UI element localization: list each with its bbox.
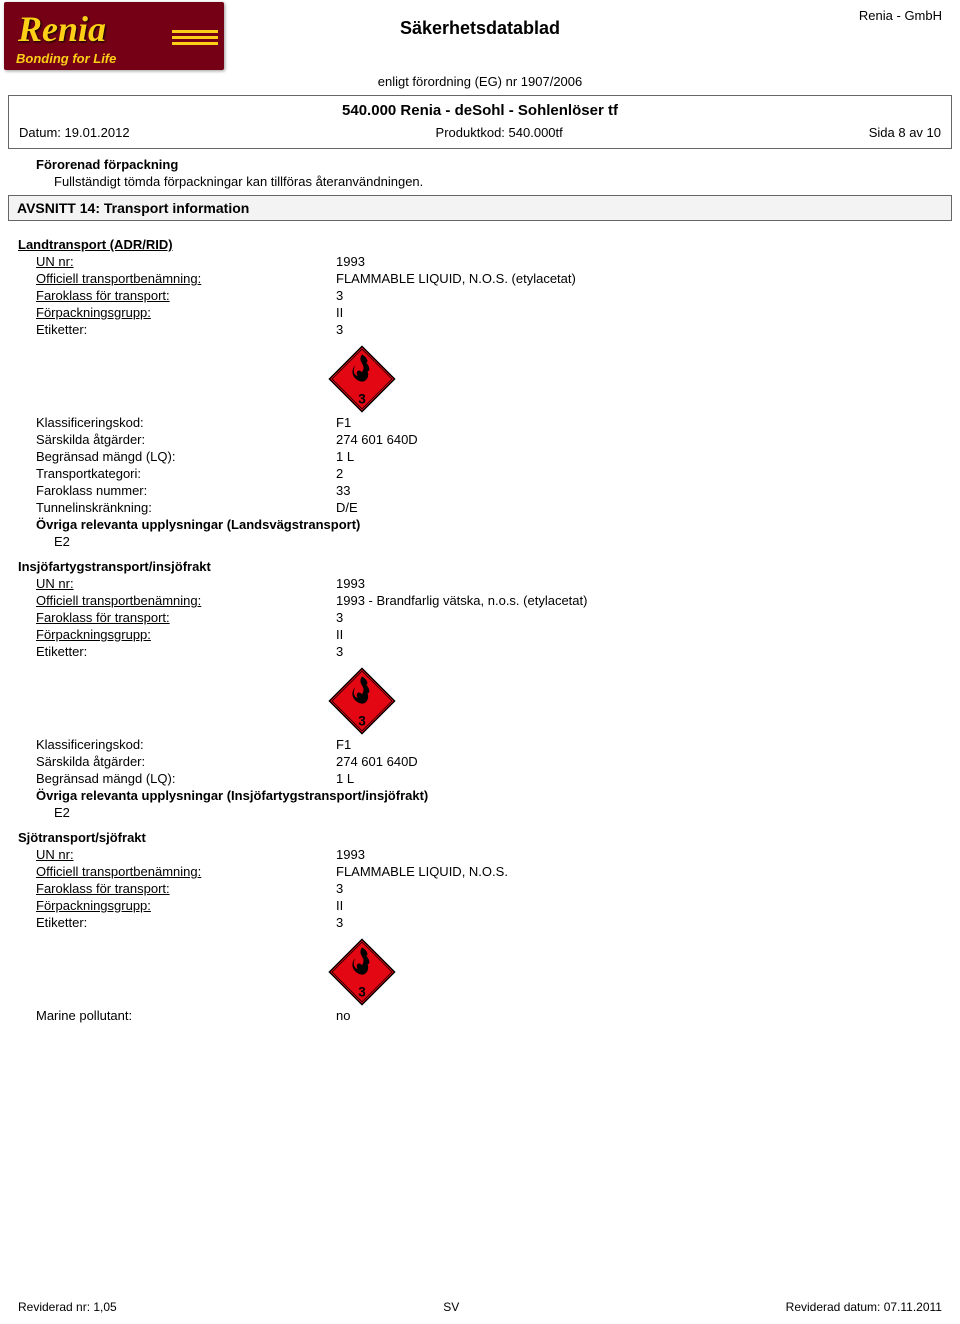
date-label: Datum: 19.01.2012 (19, 125, 130, 140)
sjo-pack-value: II (336, 898, 343, 913)
land-class-value: 3 (336, 288, 343, 303)
contaminated-packaging-heading: Förorenad förpackning (36, 157, 942, 172)
land-etikett-value: 3 (336, 322, 343, 337)
insjo-heading: Insjöfartygstransport/insjöfrakt (18, 559, 942, 574)
product-code-label: Produktkod: 540.000tf (436, 125, 563, 140)
land-heading: Landtransport (ADR/RID) (18, 237, 942, 252)
footer-revision-nr: Reviderad nr: 1,05 (18, 1300, 117, 1314)
land-num-label: Faroklass nummer: (36, 483, 336, 498)
insjo-special-value: 274 601 640D (336, 754, 418, 769)
insjo-un-label: UN nr: (36, 576, 336, 591)
sjo-etikett-label: Etiketter: (36, 915, 336, 930)
hazard-diamond-sjo: 3 (328, 938, 942, 1006)
land-un-value: 1993 (336, 254, 365, 269)
brand-logo: Renia Bonding for Life (4, 2, 224, 70)
flammable-icon: 3 (328, 345, 396, 413)
insjo-special-label: Särskilda åtgärder: (36, 754, 336, 769)
insjo-lq-label: Begränsad mängd (LQ): (36, 771, 336, 786)
sjo-pack-label: Förpackningsgrupp: (36, 898, 336, 913)
insjo-etikett-value: 3 (336, 644, 343, 659)
insjo-class-value: 3 (336, 610, 343, 625)
land-kcode-value: F1 (336, 415, 351, 430)
svg-text:3: 3 (358, 391, 366, 406)
land-etikett-label: Etiketter: (36, 322, 336, 337)
sjo-un-label: UN nr: (36, 847, 336, 862)
hazard-diamond-insjo: 3 (328, 667, 942, 735)
sjo-etikett-value: 3 (336, 915, 343, 930)
svg-text:3: 3 (358, 984, 366, 999)
sjo-marine-value: no (336, 1008, 350, 1023)
footer-language: SV (443, 1300, 459, 1314)
svg-text:3: 3 (358, 713, 366, 728)
hazard-diamond-land: 3 (328, 345, 942, 413)
flammable-icon: 3 (328, 938, 396, 1006)
land-extra-value: E2 (54, 534, 942, 549)
land-pack-value: II (336, 305, 343, 320)
header: Renia Bonding for Life Säkerhetsdatablad… (0, 0, 960, 72)
insjo-lq-value: 1 L (336, 771, 354, 786)
land-lq-label: Begränsad mängd (LQ): (36, 449, 336, 464)
land-class-label: Faroklass för transport: (36, 288, 336, 303)
insjo-etikett-label: Etiketter: (36, 644, 336, 659)
insjo-name-value: 1993 - Brandfarlig vätska, n.o.s. (etyla… (336, 593, 587, 608)
land-special-value: 274 601 640D (336, 432, 418, 447)
insjo-extra-value: E2 (54, 805, 942, 820)
land-kcode-label: Klassificeringskod: (36, 415, 336, 430)
insjo-pack-value: II (336, 627, 343, 642)
land-cat-value: 2 (336, 466, 343, 481)
insjo-un-value: 1993 (336, 576, 365, 591)
land-tunnel-label: Tunnelinskränkning: (36, 500, 336, 515)
sjo-class-label: Faroklass för transport: (36, 881, 336, 896)
page-label: Sida 8 av 10 (869, 125, 941, 140)
logo-brand-text: Renia (18, 8, 106, 50)
land-name-value: FLAMMABLE LIQUID, N.O.S. (etylacetat) (336, 271, 576, 286)
regulation-line: enligt förordning (EG) nr 1907/2006 (0, 74, 960, 89)
sjo-marine-label: Marine pollutant: (36, 1008, 336, 1023)
land-special-label: Särskilda åtgärder: (36, 432, 336, 447)
footer: Reviderad nr: 1,05 SV Reviderad datum: 0… (18, 1300, 942, 1314)
logo-tagline: Bonding for Life (16, 51, 116, 66)
product-name: 540.000 Renia - deSohl - Sohlenlöser tf (9, 96, 951, 119)
sjo-un-value: 1993 (336, 847, 365, 862)
land-lq-value: 1 L (336, 449, 354, 464)
flammable-icon: 3 (328, 667, 396, 735)
insjo-kcode-label: Klassificeringskod: (36, 737, 336, 752)
contaminated-packaging-text: Fullständigt tömda förpackningar kan til… (54, 174, 942, 189)
sjo-class-value: 3 (336, 881, 343, 896)
land-un-label: UN nr: (36, 254, 336, 269)
insjo-class-label: Faroklass för transport: (36, 610, 336, 625)
land-num-value: 33 (336, 483, 350, 498)
sjo-name-value: FLAMMABLE LIQUID, N.O.S. (336, 864, 508, 879)
land-extra-heading: Övriga relevanta upplysningar (Landsvägs… (36, 517, 942, 532)
land-pack-label: Förpackningsgrupp: (36, 305, 336, 320)
product-bar: 540.000 Renia - deSohl - Sohlenlöser tf … (8, 95, 952, 149)
insjo-name-label: Officiell transportbenämning: (36, 593, 336, 608)
company-name: Renia - GmbH (859, 8, 942, 23)
land-name-label: Officiell transportbenämning: (36, 271, 336, 286)
footer-revision-date: Reviderad datum: 07.11.2011 (786, 1300, 942, 1314)
section-14-title: AVSNITT 14: Transport information (8, 195, 952, 221)
sjo-heading: Sjötransport/sjöfrakt (18, 830, 942, 845)
sjo-name-label: Officiell transportbenämning: (36, 864, 336, 879)
insjo-pack-label: Förpackningsgrupp: (36, 627, 336, 642)
insjo-extra-heading: Övriga relevanta upplysningar (Insjöfart… (36, 788, 942, 803)
insjo-kcode-value: F1 (336, 737, 351, 752)
land-cat-label: Transportkategori: (36, 466, 336, 481)
logo-lines-icon (172, 30, 218, 45)
land-tunnel-value: D/E (336, 500, 358, 515)
